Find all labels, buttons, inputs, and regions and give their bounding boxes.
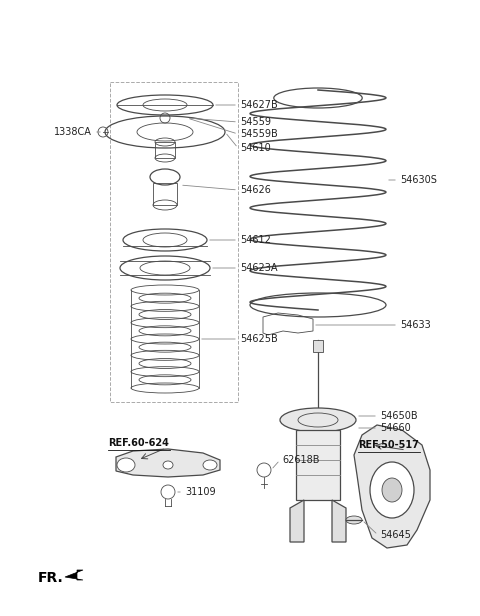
- Text: 54633: 54633: [400, 320, 431, 330]
- Text: 54625B: 54625B: [240, 334, 278, 344]
- Polygon shape: [290, 500, 304, 542]
- Text: 54630S: 54630S: [400, 175, 437, 185]
- Ellipse shape: [163, 461, 173, 469]
- Text: 54627B: 54627B: [240, 100, 278, 110]
- Text: 54610: 54610: [240, 143, 271, 153]
- Text: 54612: 54612: [240, 235, 271, 245]
- Text: 31109: 31109: [185, 487, 216, 497]
- Text: 1338CA: 1338CA: [54, 127, 92, 137]
- Ellipse shape: [117, 458, 135, 472]
- Text: FR.: FR.: [38, 571, 64, 585]
- Text: 62618B: 62618B: [282, 455, 320, 465]
- Text: 54623A: 54623A: [240, 263, 277, 273]
- Text: 54660: 54660: [380, 423, 411, 433]
- Bar: [155, 142, 175, 158]
- Bar: [296, 430, 340, 500]
- Polygon shape: [116, 449, 220, 477]
- Bar: [153, 183, 177, 205]
- Ellipse shape: [382, 478, 402, 502]
- Ellipse shape: [203, 460, 217, 470]
- Ellipse shape: [280, 408, 356, 432]
- Text: REF.60-624: REF.60-624: [108, 438, 169, 448]
- Text: 54559: 54559: [240, 117, 271, 127]
- Text: REF.50-517: REF.50-517: [358, 440, 419, 450]
- Ellipse shape: [346, 516, 362, 524]
- Text: 54626: 54626: [240, 185, 271, 195]
- Text: 54645: 54645: [380, 530, 411, 540]
- Bar: [313, 340, 323, 352]
- Polygon shape: [332, 500, 346, 542]
- Polygon shape: [354, 425, 430, 548]
- Text: 54650B: 54650B: [380, 411, 418, 421]
- Ellipse shape: [370, 462, 414, 518]
- Text: 54559B: 54559B: [240, 129, 278, 139]
- Polygon shape: [65, 570, 83, 580]
